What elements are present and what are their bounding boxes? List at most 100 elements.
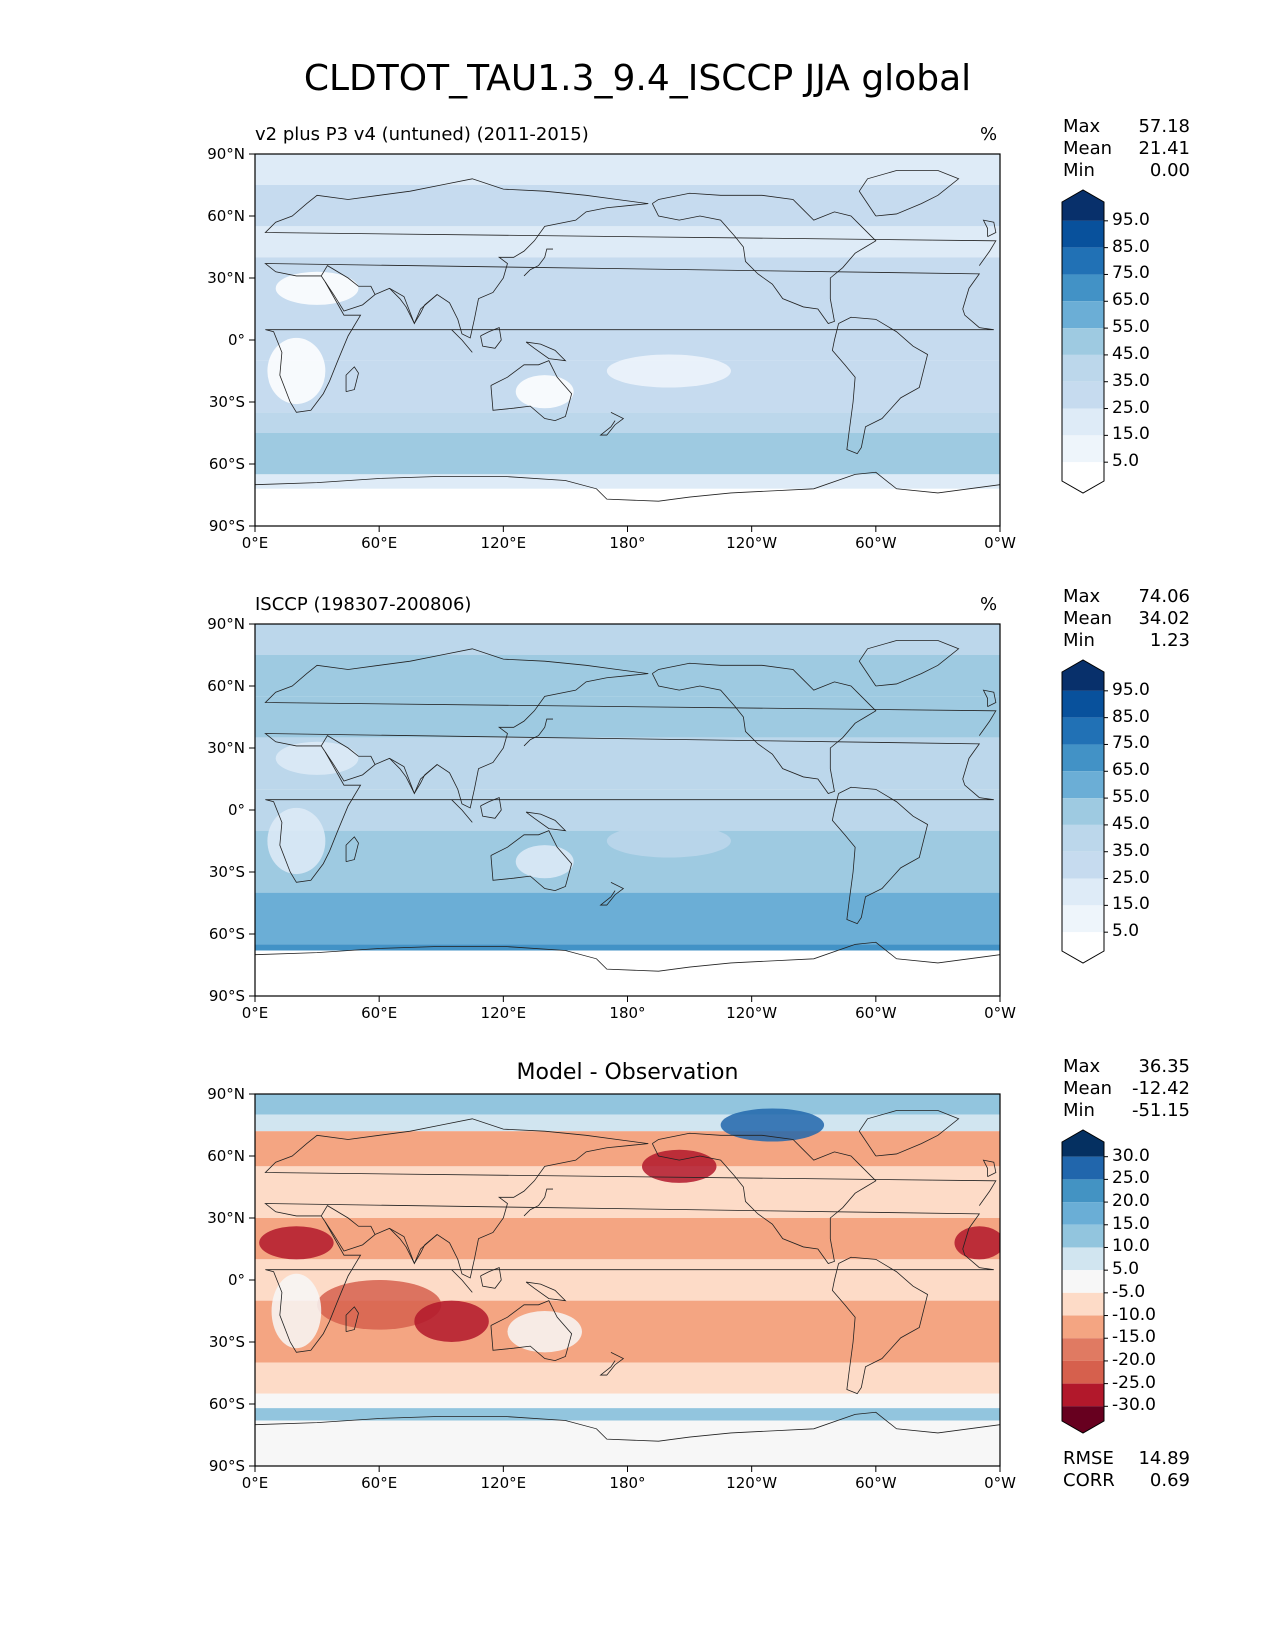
y-tick-label: 60°S	[208, 1395, 245, 1413]
stat-value: 36.35	[1138, 1056, 1190, 1077]
coastline	[325, 751, 376, 782]
y-tick-label: 30°N	[207, 739, 245, 757]
y-tick-label: 90°S	[208, 987, 245, 1005]
coastline	[325, 1221, 376, 1252]
x-tick-label: 60°E	[361, 1474, 398, 1492]
stat-value: 1.23	[1149, 630, 1190, 651]
colorbar-label: -30.0	[1112, 1395, 1156, 1416]
colorbar-segment	[1062, 1383, 1104, 1407]
colorbar-label: -25.0	[1112, 1372, 1156, 1393]
colorbar-label: 5.0	[1112, 921, 1140, 942]
coastline	[523, 1188, 553, 1217]
y-tick-label: 90°N	[207, 615, 245, 633]
y-tick-label: 30°S	[208, 393, 245, 411]
colorbar-segment	[1062, 435, 1104, 463]
colorbar-label: 25.0	[1112, 397, 1150, 418]
x-tick-label: 60°E	[361, 534, 398, 552]
colorbar-label: 20.0	[1112, 1191, 1150, 1212]
colorbar-segment	[1062, 660, 1104, 691]
contour-field	[255, 154, 1000, 526]
panel-title: v2 plus P3 v4 (untuned) (2011-2015)	[255, 124, 589, 145]
colorbar-label: 35.0	[1112, 840, 1150, 861]
colorbar-outline	[1061, 189, 1105, 494]
colorbar-label: 15.0	[1112, 1213, 1150, 1234]
stat-label: Max	[1063, 116, 1101, 137]
x-tick-label: 180°	[609, 1474, 646, 1492]
colorbar-label: 85.0	[1112, 236, 1150, 257]
panel-title: Model - Observation	[516, 1060, 739, 1085]
coastline	[345, 836, 359, 863]
x-tick-label: 120°W	[726, 1474, 778, 1492]
coastline	[264, 178, 997, 266]
colorbar-segment	[1062, 328, 1104, 355]
colorbar-segment	[1062, 301, 1104, 329]
unit-label: %	[980, 124, 998, 145]
unit-label: %	[980, 594, 998, 615]
coastline	[651, 192, 877, 324]
coastline	[651, 1132, 877, 1264]
stat-value: 34.02	[1138, 608, 1190, 629]
coastline	[982, 689, 997, 708]
y-tick-label: 90°S	[208, 1457, 245, 1475]
colorbar-segment	[1062, 1247, 1104, 1271]
x-tick-label: 60°E	[361, 1004, 398, 1022]
colorbar-segment	[1062, 798, 1104, 825]
x-tick-label: 60°W	[855, 534, 897, 552]
coastline	[490, 1300, 573, 1362]
coastline	[325, 281, 376, 312]
colorbar-label: 45.0	[1112, 343, 1150, 364]
colorbar-label: 5.0	[1112, 451, 1140, 472]
stat-value: -51.15	[1131, 1100, 1190, 1121]
x-tick-label: 0°E	[241, 534, 269, 552]
y-tick-label: 0°	[227, 331, 245, 349]
colorbar-label: 65.0	[1112, 760, 1150, 781]
stat-label: Mean	[1063, 1078, 1113, 1099]
colorbar-outline	[1061, 1129, 1105, 1434]
colorbar-label: 45.0	[1112, 813, 1150, 834]
coastline	[451, 799, 473, 823]
coastline	[255, 471, 1000, 502]
y-tick-label: 0°	[227, 801, 245, 819]
x-tick-label: 0°E	[241, 1004, 269, 1022]
coastline	[525, 341, 567, 362]
metric-value: 14.89	[1138, 1448, 1190, 1469]
stat-label: Min	[1063, 160, 1095, 181]
x-tick-label: 120°W	[726, 534, 778, 552]
x-tick-label: 0°W	[984, 1474, 1016, 1492]
y-tick-label: 60°S	[208, 925, 245, 943]
x-tick-label: 60°W	[855, 1474, 897, 1492]
colorbar-label: 25.0	[1112, 1168, 1150, 1189]
colorbar-label: -15.0	[1112, 1327, 1156, 1348]
contour-field	[255, 624, 1000, 996]
panel-title: ISCCP (198307-200806)	[255, 594, 472, 615]
x-tick-label: 0°W	[984, 1004, 1016, 1022]
colorbar-segment	[1062, 408, 1104, 436]
metric-label: RMSE	[1063, 1448, 1114, 1469]
coastline	[831, 786, 929, 925]
coastline	[451, 329, 473, 353]
x-tick-label: 180°	[609, 1004, 646, 1022]
colorbar-label: 10.0	[1112, 1236, 1150, 1257]
colorbar-label: 25.0	[1112, 867, 1150, 888]
stat-value: 0.00	[1149, 160, 1190, 181]
colorbar-label: 95.0	[1112, 679, 1150, 700]
x-tick-label: 0°E	[241, 1474, 269, 1492]
colorbar-segment	[1062, 1292, 1104, 1316]
colorbar-segment	[1062, 771, 1104, 799]
map-panel	[249, 623, 1108, 1002]
colorbar-segment	[1062, 744, 1104, 772]
colorbar-segment	[1062, 274, 1104, 302]
coastline	[651, 662, 877, 794]
colorbar-segment	[1062, 190, 1104, 221]
colorbar-segment	[1062, 354, 1104, 382]
y-tick-label: 90°S	[208, 517, 245, 535]
colorbar-segment	[1062, 1179, 1104, 1203]
colorbar-segment	[1062, 1202, 1104, 1225]
coastline	[490, 830, 573, 892]
colorbar-label: 35.0	[1112, 370, 1150, 391]
stat-label: Mean	[1063, 138, 1113, 159]
coastline	[264, 263, 994, 413]
colorbar-segment	[1062, 717, 1104, 745]
coastline	[480, 327, 502, 349]
